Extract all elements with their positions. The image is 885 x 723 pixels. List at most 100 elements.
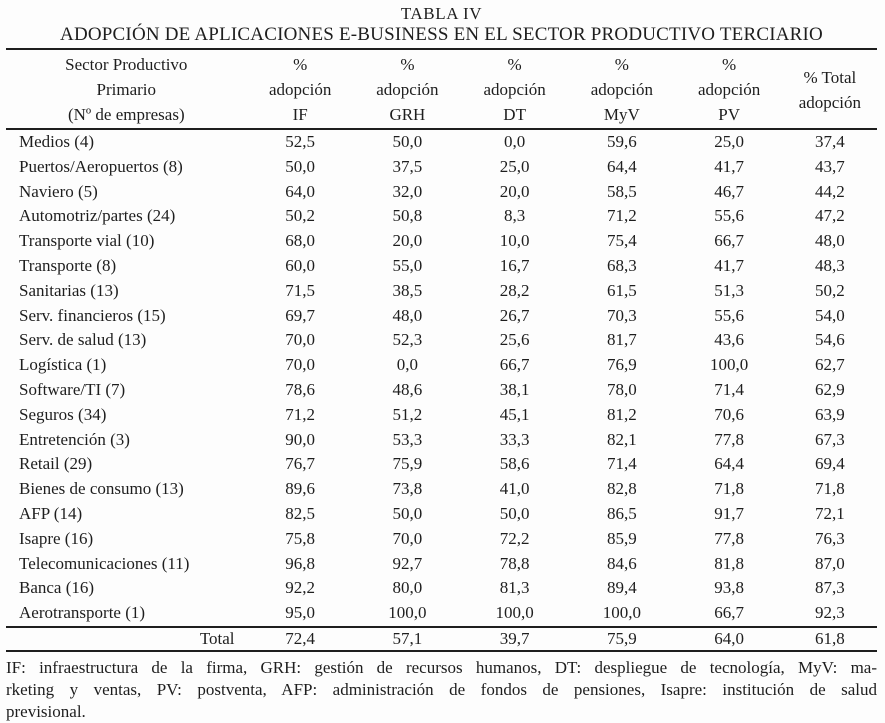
table-row: Bienes de consumo (13) 89,6 73,8 41,0 82… xyxy=(6,477,877,502)
value-cell: 89,6 xyxy=(285,479,316,499)
table-row: Retail (29) 76,7 75,9 58,6 71,4 64,4 69,… xyxy=(6,452,877,477)
total-value-cell: 61,8 xyxy=(814,628,845,648)
table-row: Automotriz/partes (24) 50,2 50,8 8,3 71,… xyxy=(6,204,877,229)
sector-cell: Seguros (34) xyxy=(19,404,107,424)
value-cell: 96,8 xyxy=(285,553,316,573)
header-dt: % adopción DT xyxy=(483,55,546,124)
footnote-line: previsional. xyxy=(6,701,86,721)
value-cell: 45,1 xyxy=(499,404,530,424)
value-cell: 51,3 xyxy=(714,280,744,300)
table-title: ADOPCIÓN DE APLICACIONES E-BUSINESS EN E… xyxy=(60,24,823,45)
value-cell: 69,7 xyxy=(285,305,316,325)
value-cell: 70,0 xyxy=(392,528,423,548)
sector-cell: Logística (1) xyxy=(19,355,107,375)
value-cell: 95,0 xyxy=(285,603,316,623)
value-cell: 50,0 xyxy=(392,503,423,523)
value-cell: 92,7 xyxy=(392,553,423,573)
value-cell: 38,1 xyxy=(499,379,530,399)
value-cell: 38,5 xyxy=(392,280,423,300)
footnote-line: IF: infraestructura de la firma, GRH: ge… xyxy=(6,657,877,677)
value-cell: 58,6 xyxy=(499,454,530,474)
value-cell: 59,6 xyxy=(606,132,637,151)
value-cell: 64,0 xyxy=(285,181,316,201)
value-cell: 87,3 xyxy=(814,578,845,598)
table-row: Aerotransporte (1) 95,0 100,0 100,0 100,… xyxy=(6,601,877,627)
value-cell: 25,0 xyxy=(499,156,530,176)
header-sector: Sector Productivo Primario (Nº de empres… xyxy=(65,55,188,124)
value-cell: 28,2 xyxy=(499,280,530,300)
sector-cell: Entretención (3) xyxy=(19,429,130,449)
value-cell: 89,4 xyxy=(606,578,637,598)
value-cell: 48,3 xyxy=(814,255,845,275)
value-cell: 76,3 xyxy=(814,528,845,548)
value-cell: 48,0 xyxy=(814,231,845,251)
sector-cell: Automotriz/partes (24) xyxy=(19,206,176,226)
value-cell: 50,8 xyxy=(392,206,423,226)
value-cell: 78,6 xyxy=(285,379,316,399)
value-cell: 76,7 xyxy=(285,454,316,474)
value-cell: 62,7 xyxy=(814,355,845,375)
value-cell: 0,0 xyxy=(396,355,419,375)
value-cell: 70,3 xyxy=(606,305,637,325)
sector-cell: Medios (4) xyxy=(19,132,95,151)
value-cell: 77,8 xyxy=(714,429,744,449)
value-cell: 25,0 xyxy=(714,132,744,151)
value-cell: 71,8 xyxy=(714,479,744,499)
sector-cell: AFP (14) xyxy=(19,503,83,523)
value-cell: 48,6 xyxy=(392,379,423,399)
value-cell: 32,0 xyxy=(392,181,423,201)
value-cell: 16,7 xyxy=(499,255,530,275)
table-row: Entretención (3) 90,0 53,3 33,3 82,1 77,… xyxy=(6,428,877,453)
value-cell: 61,5 xyxy=(606,280,637,300)
sector-cell: Transporte (8) xyxy=(19,255,117,275)
table-row: Software/TI (7) 78,6 48,6 38,1 78,0 71,4… xyxy=(6,378,877,403)
value-cell: 82,5 xyxy=(285,503,316,523)
value-cell: 70,0 xyxy=(285,330,316,350)
total-label: Total xyxy=(199,628,235,648)
value-cell: 78,0 xyxy=(606,379,637,399)
value-cell: 63,9 xyxy=(814,404,845,424)
sector-cell: Software/TI (7) xyxy=(19,379,126,399)
value-cell: 10,0 xyxy=(499,231,530,251)
value-cell: 71,2 xyxy=(285,404,316,424)
value-cell: 66,7 xyxy=(714,231,744,251)
sector-cell: Serv. de salud (13) xyxy=(19,330,147,350)
sector-cell: Isapre (16) xyxy=(19,528,94,548)
value-cell: 77,8 xyxy=(714,528,744,548)
value-cell: 66,7 xyxy=(499,355,530,375)
value-cell: 25,6 xyxy=(499,330,530,350)
value-cell: 8,3 xyxy=(504,206,526,226)
value-cell: 43,7 xyxy=(814,156,845,176)
table-row: Sanitarias (13) 71,5 38,5 28,2 61,5 51,3… xyxy=(6,279,877,304)
value-cell: 82,8 xyxy=(606,479,637,499)
value-cell: 81,8 xyxy=(714,553,744,573)
value-cell: 50,0 xyxy=(499,503,530,523)
value-cell: 41,7 xyxy=(714,156,744,176)
value-cell: 67,3 xyxy=(814,429,845,449)
value-cell: 71,4 xyxy=(714,379,744,399)
adoption-table: Sector Productivo Primario (Nº de empres… xyxy=(6,50,877,652)
value-cell: 71,5 xyxy=(285,280,316,300)
value-cell: 73,8 xyxy=(392,479,423,499)
value-cell: 80,0 xyxy=(392,578,423,598)
value-cell: 92,2 xyxy=(285,578,316,598)
header-myv: % adopción MyV xyxy=(590,55,654,124)
total-value-cell: 75,9 xyxy=(606,628,637,648)
value-cell: 64,4 xyxy=(714,454,744,474)
value-cell: 86,5 xyxy=(606,503,637,523)
table-row: Serv. de salud (13) 70,0 52,3 25,6 81,7 … xyxy=(6,328,877,353)
total-value-cell: 64,0 xyxy=(714,628,744,648)
sector-cell: Bienes de consumo (13) xyxy=(19,479,184,499)
value-cell: 55,6 xyxy=(714,305,744,325)
value-cell: 47,2 xyxy=(814,206,845,226)
value-cell: 66,7 xyxy=(714,603,744,623)
table-row: Isapre (16) 75,8 70,0 72,2 85,9 77,8 76,… xyxy=(6,527,877,552)
header-if: % adopción IF xyxy=(269,55,332,124)
value-cell: 81,7 xyxy=(606,330,637,350)
value-cell: 100,0 xyxy=(388,603,427,623)
value-cell: 43,6 xyxy=(714,330,744,350)
value-cell: 100,0 xyxy=(495,603,534,623)
value-cell: 76,9 xyxy=(606,355,637,375)
value-cell: 91,7 xyxy=(714,503,744,523)
